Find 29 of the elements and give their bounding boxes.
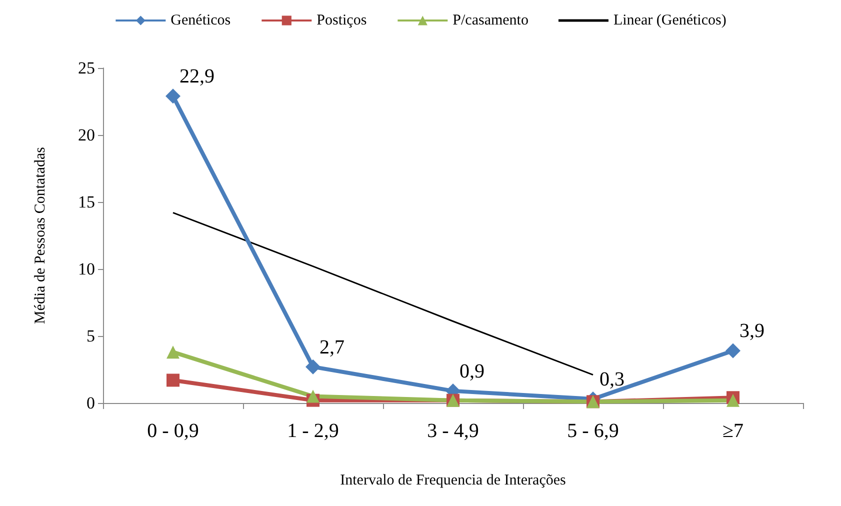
x-tick-label: 1 - 2,9 bbox=[287, 420, 339, 442]
y-tick-label: 5 bbox=[86, 326, 95, 346]
point bbox=[726, 343, 740, 358]
legend-label: P/casamento bbox=[452, 12, 528, 28]
y-tick-label: 0 bbox=[86, 394, 95, 412]
point bbox=[726, 394, 740, 407]
legend-label: Genéticos bbox=[170, 12, 231, 28]
y-tick-label: 10 bbox=[78, 260, 95, 278]
data-label: 0,9 bbox=[460, 360, 484, 382]
y-tick-label: 25 bbox=[78, 58, 95, 78]
legend-label: Postiços bbox=[316, 12, 367, 28]
x-tick-label: 5 - 6,9 bbox=[567, 420, 619, 442]
data-label: 3,9 bbox=[740, 320, 764, 342]
x-tick-label: 0 - 0,9 bbox=[147, 420, 199, 442]
x-axis-title: Intervalo de Frequencia de Interações bbox=[340, 472, 566, 488]
x-tick-label: 3 - 4,9 bbox=[427, 420, 479, 442]
point bbox=[166, 346, 180, 359]
legend-label: Linear (Genéticos) bbox=[613, 12, 726, 28]
data-label: 0,3 bbox=[600, 368, 624, 390]
point bbox=[166, 88, 180, 104]
y-axis-title: Média de Pessoas Contatadas bbox=[32, 146, 48, 324]
y-tick-label: 15 bbox=[78, 192, 95, 212]
data-label: 2,7 bbox=[320, 336, 344, 358]
x-tick-label: ≥7 bbox=[722, 420, 744, 442]
y-tick-label: 20 bbox=[78, 126, 95, 144]
point bbox=[306, 359, 320, 374]
point bbox=[306, 390, 320, 403]
point bbox=[166, 374, 180, 387]
data-label: 22,9 bbox=[180, 66, 214, 88]
